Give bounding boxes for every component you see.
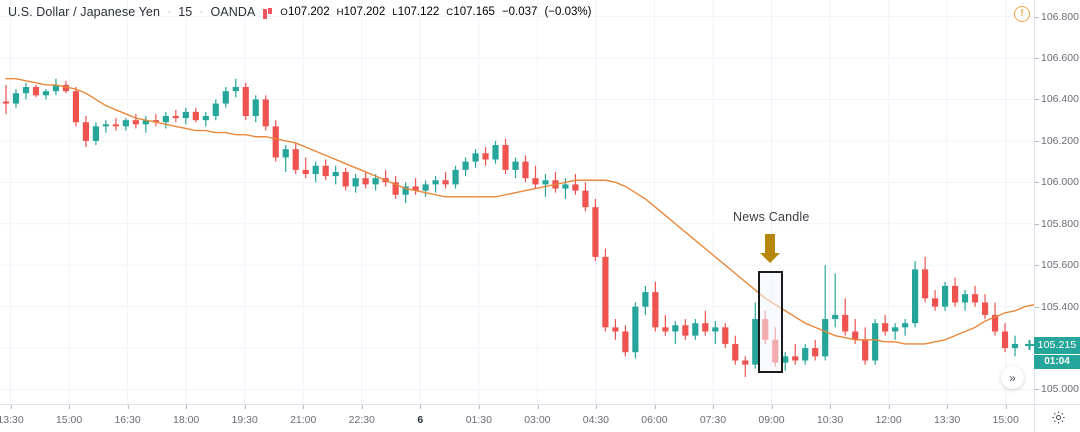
price-tick-mark — [1035, 140, 1039, 142]
low-value: 107.122 — [397, 6, 440, 18]
time-tick-mark — [10, 405, 12, 409]
low-label: L — [392, 7, 398, 18]
close-value: 107.165 — [453, 6, 495, 18]
time-tick-mark — [1005, 405, 1007, 409]
low-value-group: L 107.122 — [392, 6, 439, 18]
price-tick-mark — [1035, 306, 1039, 308]
time-tick-label: 15:00 — [56, 405, 82, 426]
price-tick-label: 105.000 — [1035, 383, 1079, 395]
current-price-badge: 105.215 — [1034, 336, 1080, 354]
interval-label[interactable]: 15 — [178, 5, 193, 19]
candlestick-icon[interactable] — [262, 7, 273, 19]
price-tick-label: 105.600 — [1035, 259, 1079, 271]
time-tick-label: 07:30 — [700, 405, 726, 426]
time-tick-mark — [478, 405, 480, 409]
legend-separator-2: · — [199, 5, 204, 19]
price-tick-label: 105.800 — [1035, 218, 1079, 230]
axis-separator — [1034, 0, 1035, 432]
time-tick-mark — [654, 405, 656, 409]
price-tick-mark — [1035, 389, 1039, 391]
high-value-group: H 107.202 — [337, 6, 386, 18]
time-tick-label: 09:00 — [758, 405, 785, 426]
time-tick-label: 19:30 — [232, 405, 258, 426]
open-value-group: O 107.202 — [280, 6, 329, 18]
price-tick-mark — [1035, 182, 1039, 184]
gear-icon[interactable] — [1049, 408, 1067, 426]
change-value: −0.037 — [501, 6, 538, 18]
price-tick-mark — [1035, 58, 1039, 59]
time-tick-label: 21:00 — [290, 405, 316, 426]
exchange-label[interactable]: OANDA — [210, 5, 256, 19]
time-tick-mark — [244, 405, 246, 409]
news-candle-annotation-label[interactable]: News Candle — [733, 210, 810, 224]
chart-overlays — [758, 234, 1034, 373]
chart-plot-area[interactable] — [0, 0, 1034, 404]
change-percent: (−0.03%) — [544, 6, 592, 18]
time-tick-label: 13:30 — [0, 405, 24, 426]
time-tick-mark — [830, 405, 832, 409]
high-value: 107.202 — [343, 6, 386, 18]
time-tick-label: 15:00 — [993, 405, 1019, 426]
time-tick-label: 12:00 — [875, 405, 902, 426]
time-tick-label: 6 — [417, 405, 423, 426]
time-tick-label: 18:00 — [173, 405, 199, 426]
time-tick-label: 10:30 — [817, 405, 843, 426]
symbol-title[interactable]: U.S. Dollar / Japanese Yen — [8, 5, 161, 19]
time-tick-label: 13:30 — [934, 405, 960, 426]
price-tick-mark — [1035, 265, 1039, 267]
price-tick-mark — [1035, 16, 1039, 18]
time-tick-mark — [69, 405, 71, 409]
warning-circle-icon[interactable]: ! — [1014, 6, 1030, 22]
price-tick-label: 106.200 — [1035, 135, 1079, 147]
close-label: C — [446, 7, 454, 18]
chart-gridlines — [0, 0, 1034, 404]
price-tick-mark — [1035, 99, 1039, 101]
warning-glyph: ! — [1020, 8, 1024, 19]
scroll-glyph: » — [1009, 370, 1016, 385]
close-value-group: C 107.165 — [446, 6, 495, 18]
time-tick-label: 03:00 — [524, 405, 551, 426]
time-tick-mark — [595, 405, 597, 409]
open-label: O — [280, 7, 289, 18]
high-label: H — [336, 7, 344, 18]
time-tick-mark — [127, 405, 129, 409]
time-tick-label: 01:30 — [466, 405, 492, 426]
time-tick-mark — [420, 405, 422, 409]
time-tick-mark — [712, 405, 714, 409]
time-tick-label: 16:30 — [114, 405, 141, 426]
price-tick-label: 106.000 — [1035, 176, 1079, 188]
time-tick-mark — [537, 405, 539, 409]
candlestick-series — [2, 78, 1034, 378]
bar-countdown-badge: 01:04 — [1034, 353, 1080, 369]
ohlc-values: O 107.202 H 107.202 L 107.122 C 107.165 −0.0… — [280, 6, 591, 18]
chart-legend: U.S. Dollar / Japanese Yen · 15 · OANDA … — [8, 5, 591, 19]
time-axis[interactable]: 13:30 15:00 16:30 18:00 19:30 21:00 22:30 6 01:3… — [0, 404, 1080, 432]
time-tick-mark — [771, 405, 773, 409]
time-tick-mark — [888, 405, 890, 409]
price-tick-label: 106.800 — [1035, 11, 1079, 23]
time-tick-label: 22:30 — [349, 405, 375, 426]
time-tick-label: 06:00 — [641, 405, 668, 426]
price-tick-label: 105.400 — [1035, 301, 1079, 313]
price-axis[interactable]: 106.800 106.600 106.400 106.200 106.000 105.8… — [1034, 0, 1080, 404]
price-tick-label: 106.600 — [1035, 52, 1079, 64]
time-tick-mark — [361, 405, 363, 409]
time-tick-mark — [947, 405, 949, 409]
price-tick-mark — [1035, 223, 1039, 225]
time-tick-mark — [303, 405, 305, 409]
legend-separator-1: · — [167, 5, 172, 19]
open-value: 107.202 — [288, 6, 330, 18]
chevron-double-right-icon[interactable]: » — [1001, 366, 1024, 389]
time-tick-label: 04:30 — [583, 405, 609, 426]
price-tick-label: 106.400 — [1035, 93, 1079, 105]
time-tick-mark — [186, 405, 188, 409]
